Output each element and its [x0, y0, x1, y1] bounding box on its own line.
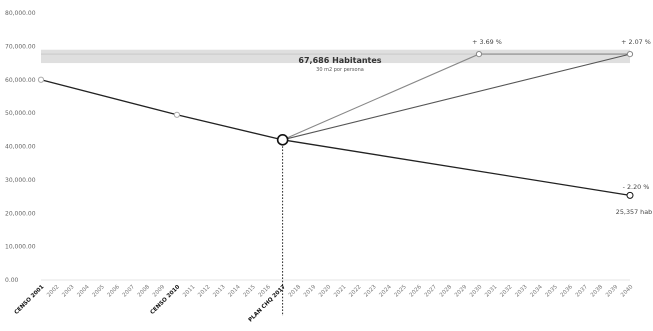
x-tick-label: CENSO 2001	[14, 284, 46, 316]
y-tick-label: 80,000.00	[5, 10, 36, 17]
x-tick-label: 2029	[454, 284, 469, 299]
x-tick-label: 2022	[348, 284, 362, 298]
series-line-2	[282, 53, 631, 141]
y-tick-label: 20,000.00	[5, 210, 36, 217]
annotation-series-2: + 2.07 %	[621, 38, 651, 46]
x-tick-label: 2006	[107, 284, 122, 299]
x-tick-label: 2037	[575, 284, 590, 299]
y-tick-label: 60,000.00	[5, 77, 36, 84]
x-tick-label: 2026	[409, 284, 424, 299]
x-tick-label: 2035	[545, 284, 560, 299]
x-tick-label: 2024	[378, 284, 393, 299]
y-tick-label: 50,000.00	[5, 110, 36, 117]
x-tick-label: 2033	[514, 284, 529, 299]
x-tick-label: 2031	[484, 284, 499, 299]
pivot-point-marker	[276, 134, 289, 146]
x-tick-label: 2039	[605, 284, 620, 299]
labels-layer: 67,686 Habitantes 30 m2 por persona + 3.…	[298, 38, 652, 216]
series-line-1	[40, 79, 631, 197]
x-tick-label: 2012	[197, 284, 211, 298]
x-tick-label: 2008	[137, 284, 152, 299]
series-layer	[37, 50, 634, 199]
x-tick-label: 2004	[76, 284, 91, 299]
x-tick-label: 2028	[439, 284, 454, 299]
x-tick-label: 2020	[318, 284, 333, 299]
x-tick-label: 2021	[333, 284, 348, 299]
data-point-marker	[626, 50, 634, 58]
x-tick-label: 2005	[92, 284, 107, 299]
data-point-marker	[475, 50, 483, 58]
x-tick-label: 2003	[61, 284, 76, 299]
data-point-marker	[173, 111, 181, 118]
y-tick-label: 70,000.00	[5, 43, 36, 50]
annotation-series-1: - 2.20 %	[623, 183, 650, 191]
x-tick-label: 2023	[363, 284, 378, 299]
target-band	[41, 49, 630, 64]
y-tick-label: 40,000.00	[5, 144, 36, 151]
y-tick-label: 30,000.00	[5, 177, 36, 184]
x-tick-label: 2011	[182, 284, 197, 299]
x-tick-label: 2013	[212, 284, 227, 299]
data-point-marker	[626, 191, 634, 199]
x-tick-label: 2015	[243, 284, 258, 299]
x-tick-label: 2025	[394, 284, 409, 299]
end-value-label: 25,357 hab	[616, 208, 652, 216]
x-tick-label: 2018	[288, 284, 303, 299]
x-tick-label: 2030	[469, 284, 484, 299]
x-tick-label: 2038	[590, 284, 605, 299]
band-title: 67,686 Habitantes	[298, 56, 381, 65]
x-tick-label: 2014	[227, 284, 242, 299]
x-tick-label: 2002	[46, 284, 60, 298]
y-tick-label: 10,000.00	[5, 244, 36, 251]
x-tick-label: 2019	[303, 284, 318, 299]
x-tick-label: 2034	[529, 284, 544, 299]
x-tick-label: 2036	[560, 284, 575, 299]
x-tick-label: 2040	[620, 284, 635, 299]
band-subtitle: 30 m2 por persona	[316, 67, 364, 73]
annotation-series-3: + 3.69 %	[472, 38, 502, 46]
x-tick-label: 2032	[499, 284, 513, 298]
x-tick-label: 2007	[122, 284, 137, 299]
y-tick-label: 0.00	[5, 277, 19, 284]
x-tick-label: 2027	[424, 284, 439, 299]
data-point-marker	[37, 76, 45, 83]
